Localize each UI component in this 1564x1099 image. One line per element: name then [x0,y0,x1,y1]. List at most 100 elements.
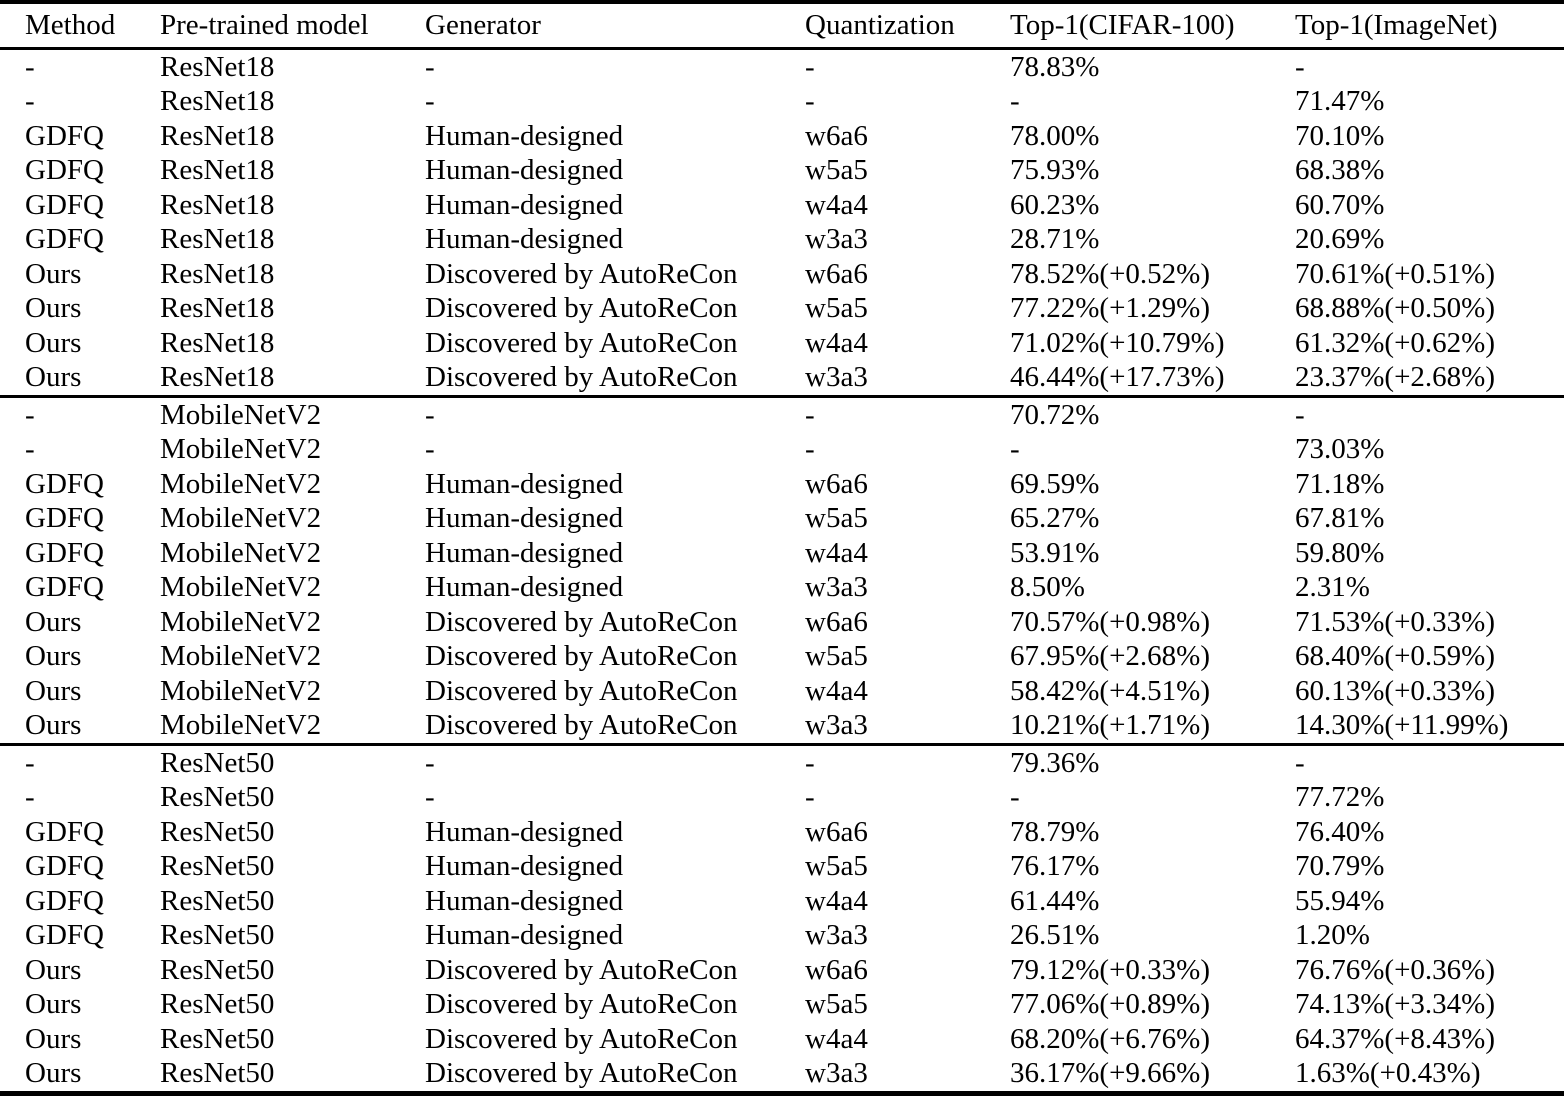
table-cell: w3a3 [805,223,868,255]
table-cell: ResNet50 [160,746,275,779]
table-cell: Human-designed [425,571,624,603]
table-cell: 64.37%(+8.43%) [1295,1022,1495,1055]
table-row: Ours MobileNetV2 Discovered by AutoReCon w4… [0,674,1564,709]
table-cell: Human-designed [425,188,624,221]
table-cell: ResNet18 [160,292,275,324]
table-cell: w6a6 [805,467,868,500]
table-cell: - [425,433,435,465]
table-cell: w3a3 [805,571,868,603]
table-cell: 79.36% [1010,746,1100,779]
table-row: - ResNet50 - - - 77.72% [0,780,1564,815]
table-cell: Human-designed [425,536,624,569]
table-cell: ResNet18 [160,119,275,152]
table-cell: 75.93% [1010,154,1100,186]
table-cell: GDFQ [25,223,104,255]
table-cell: - [25,50,35,83]
table-cell: 36.17%(+9.66%) [1010,1057,1210,1089]
table-cell: 20.69% [1295,223,1385,255]
table-cell: 58.42%(+4.51%) [1010,674,1210,707]
table-cell: 55.94% [1295,884,1385,917]
table-cell: w6a6 [805,605,868,638]
table-cell: 1.63%(+0.43%) [1295,1057,1481,1089]
table-cell: Discovered by AutoReCon [425,953,738,986]
table-row: GDFQ ResNet50 Human-designed w3a3 26.51% 1.20… [0,918,1564,953]
table-cell: ResNet18 [160,326,275,359]
table-cell: Discovered by AutoReCon [425,292,738,324]
table-cell: w5a5 [805,640,868,672]
table-cell: w4a4 [805,188,868,221]
table-cell: w3a3 [805,1057,868,1089]
table-cell: Ours [25,605,82,638]
table-cell: - [25,746,35,779]
table-cell: Discovered by AutoReCon [425,361,738,393]
table-cell: - [805,50,815,83]
table-cell: 53.91% [1010,536,1100,569]
table-cell: - [805,781,815,813]
table-cell: Human-designed [425,850,624,882]
table-cell: Human-designed [425,223,624,255]
table-cell: Ours [25,1057,82,1089]
table-cell: 71.47% [1295,85,1385,117]
table-cell: ResNet18 [160,223,275,255]
table-cell: GDFQ [25,536,104,569]
table-row: Ours ResNet50 Discovered by AutoReCon w6a6 7… [0,953,1564,988]
table-cell: ResNet50 [160,1057,275,1089]
table-cell: MobileNetV2 [160,674,322,707]
table-cell: 78.83% [1010,50,1100,83]
table-cell: MobileNetV2 [160,502,322,534]
table-cell: ResNet18 [160,50,275,83]
table-cell: 61.44% [1010,884,1100,917]
table-cell: ResNet50 [160,988,275,1020]
table-cell: Discovered by AutoReCon [425,674,738,707]
table-cell: 77.72% [1295,781,1385,813]
table-cell: ResNet18 [160,257,275,290]
table-row: Ours ResNet18 Discovered by AutoReCon w3a3 4… [0,360,1564,396]
table-cell: Human-designed [425,119,624,152]
table-cell: w4a4 [805,674,868,707]
table-cell: GDFQ [25,154,104,186]
table-cell: - [425,50,435,83]
table-header-row: Method Pre-trained model Generator Quantiza… [0,2,1564,48]
table-cell: Discovered by AutoReCon [425,257,738,290]
table-cell: ResNet50 [160,953,275,986]
table-section: - ResNet18- -78.83% - - ResNet18- - -71.47% GDFQ… [0,48,1564,396]
table-cell: 68.40%(+0.59%) [1295,640,1495,672]
table-cell: w6a6 [805,119,868,152]
table-cell: 60.23% [1010,188,1100,221]
table-cell: Ours [25,640,82,672]
table-cell: w4a4 [805,884,868,917]
table-cell: w5a5 [805,292,868,324]
table-cell: ResNet50 [160,1022,275,1055]
table-row: GDFQ MobileNetV2 Human-designed w6a6 69.59% 7… [0,467,1564,502]
table-cell: w3a3 [805,361,868,393]
table-cell: 10.21%(+1.71%) [1010,709,1210,741]
table-cell: - [1010,781,1020,813]
table-cell: 60.70% [1295,188,1385,221]
table-row: Ours MobileNetV2 Discovered by AutoReCon w5… [0,639,1564,674]
table-cell: 67.81% [1295,502,1385,534]
table-cell: 70.61%(+0.51%) [1295,257,1495,290]
table-row: - ResNet50 - - 79.36% - [0,744,1564,780]
table-cell: 71.18% [1295,467,1385,500]
table-cell: w6a6 [805,953,868,986]
table-cell: ResNet50 [160,919,275,951]
table-cell: 68.38% [1295,154,1385,186]
header-cell: Top-1(CIFAR-100) [1010,8,1235,41]
table-cell: - [1295,398,1305,431]
table-row: Ours MobileNetV2 Discovered by AutoReCon w6… [0,605,1564,640]
table-cell: 79.12%(+0.33%) [1010,953,1210,986]
table-cell: Ours [25,292,82,324]
table-cell: Human-designed [425,467,624,500]
table-cell: - [25,85,35,117]
table-cell: - [1295,746,1305,779]
table-section: - MobileNetV2- -70.72% - - MobileNetV2- - -73.0… [0,396,1564,744]
table-cell: 2.31% [1295,571,1370,603]
table-cell: w3a3 [805,919,868,951]
table-cell: MobileNetV2 [160,536,322,569]
header-cell: Method [25,8,116,41]
table-cell: Human-designed [425,502,624,534]
table-row: GDFQ ResNet18 Human-designed w3a3 28.71% 20.6… [0,222,1564,257]
table-cell: 78.52%(+0.52%) [1010,257,1210,290]
table-cell: - [25,781,35,813]
